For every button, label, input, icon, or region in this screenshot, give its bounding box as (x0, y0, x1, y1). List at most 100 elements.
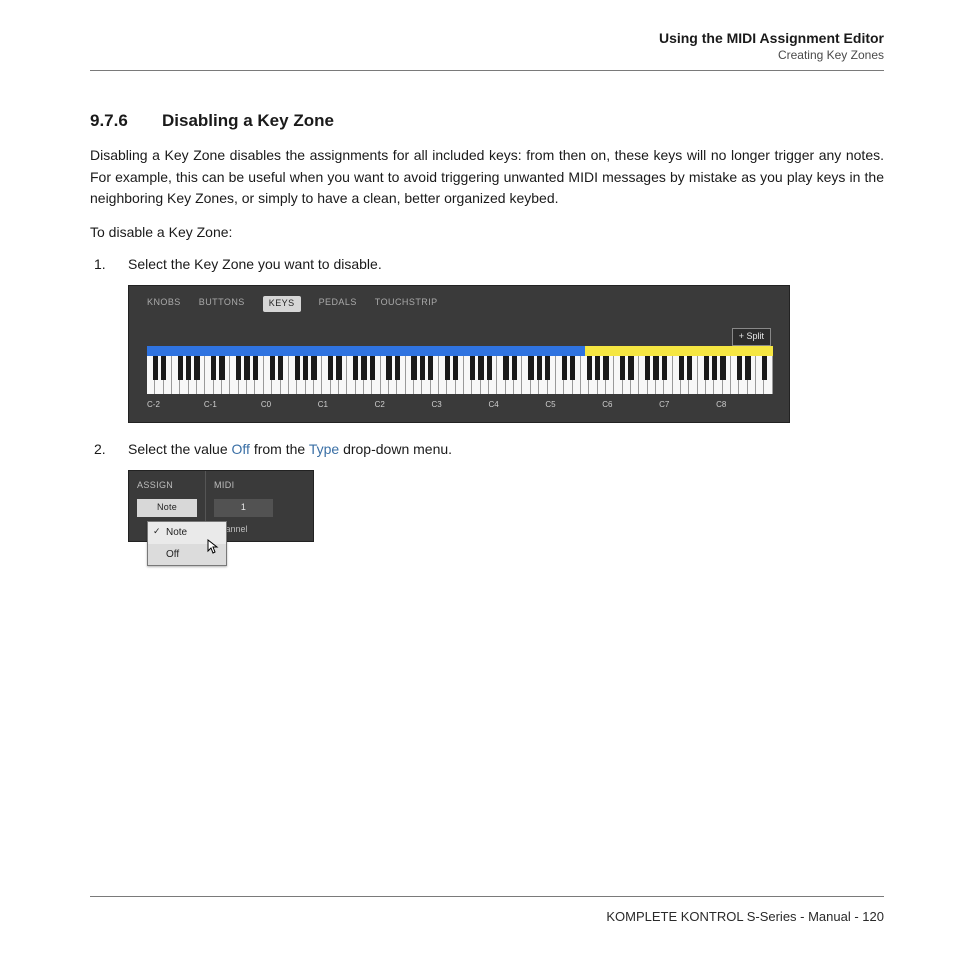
black-key[interactable] (178, 356, 183, 380)
split-button[interactable]: + Split (732, 328, 771, 346)
black-key[interactable] (411, 356, 416, 380)
keyboard-editor-figure: KNOBS BUTTONS KEYS PEDALS TOUCHSTRIP + S… (128, 285, 790, 422)
midi-header: MIDI (214, 479, 273, 493)
label-c0: C0 (261, 399, 318, 411)
black-key[interactable] (679, 356, 684, 380)
black-key[interactable] (503, 356, 508, 380)
step-1-text: Select the Key Zone you want to disable. (128, 256, 382, 272)
footer-rule (90, 896, 884, 897)
black-key[interactable] (253, 356, 258, 380)
step-2: Select the value Off from the Type drop-… (90, 439, 884, 543)
black-key[interactable] (470, 356, 475, 380)
zone-bar[interactable] (147, 346, 773, 356)
black-key[interactable] (737, 356, 742, 380)
black-key[interactable] (211, 356, 216, 380)
black-key[interactable] (395, 356, 400, 380)
keyboard-keys[interactable] (147, 356, 773, 394)
black-key[interactable] (453, 356, 458, 380)
step-2-type: Type (309, 441, 339, 457)
black-key[interactable] (303, 356, 308, 380)
channel-dropdown[interactable]: 1 (214, 499, 273, 517)
black-key[interactable] (311, 356, 316, 380)
black-key[interactable] (762, 356, 767, 380)
label-c2: C2 (375, 399, 432, 411)
type-dropdown[interactable]: Note (137, 499, 197, 517)
black-key[interactable] (704, 356, 709, 380)
tab-buttons[interactable]: BUTTONS (199, 296, 245, 312)
cursor-icon (207, 539, 221, 555)
keyboard-octave-labels: C-2 C-1 C0 C1 C2 C3 C4 C5 C6 C7 C8 (147, 399, 773, 411)
step-2-text-a: Select the value (128, 441, 232, 457)
black-key[interactable] (219, 356, 224, 380)
label-c5: C5 (545, 399, 602, 411)
black-key[interactable] (662, 356, 667, 380)
step-1: Select the Key Zone you want to disable.… (90, 254, 884, 423)
black-key[interactable] (278, 356, 283, 380)
black-key[interactable] (645, 356, 650, 380)
black-key[interactable] (595, 356, 600, 380)
black-key[interactable] (720, 356, 725, 380)
page-footer: KOMPLETE KONTROL S-Series - Manual - 120 (90, 896, 884, 924)
black-key[interactable] (562, 356, 567, 380)
black-key[interactable] (628, 356, 633, 380)
black-key[interactable] (445, 356, 450, 380)
label-c4: C4 (488, 399, 545, 411)
label-c6: C6 (602, 399, 659, 411)
black-key[interactable] (428, 356, 433, 380)
black-key[interactable] (186, 356, 191, 380)
black-key[interactable] (478, 356, 483, 380)
black-key[interactable] (336, 356, 341, 380)
tab-knobs[interactable]: KNOBS (147, 296, 181, 312)
black-key[interactable] (587, 356, 592, 380)
black-key[interactable] (603, 356, 608, 380)
tab-pedals[interactable]: PEDALS (319, 296, 357, 312)
black-key[interactable] (653, 356, 658, 380)
black-key[interactable] (161, 356, 166, 380)
black-key[interactable] (537, 356, 542, 380)
editor-tabs: KNOBS BUTTONS KEYS PEDALS TOUCHSTRIP (129, 286, 789, 318)
black-key[interactable] (545, 356, 550, 380)
black-key[interactable] (620, 356, 625, 380)
assign-panel-figure: ASSIGN Note MIDI 1 Channel Note Off (128, 470, 314, 542)
zone-yellow[interactable] (585, 346, 773, 356)
black-key[interactable] (361, 356, 366, 380)
lead-line: To disable a Key Zone: (90, 222, 884, 244)
black-key[interactable] (570, 356, 575, 380)
black-key[interactable] (487, 356, 492, 380)
label-c8: C8 (716, 399, 773, 411)
black-key[interactable] (353, 356, 358, 380)
black-key[interactable] (386, 356, 391, 380)
black-key[interactable] (244, 356, 249, 380)
assign-header: ASSIGN (137, 479, 197, 493)
step-2-text-b: from the (250, 441, 309, 457)
zone-blue[interactable] (147, 346, 585, 356)
black-key[interactable] (528, 356, 533, 380)
header-rule (90, 70, 884, 71)
black-key[interactable] (328, 356, 333, 380)
tab-touchstrip[interactable]: TOUCHSTRIP (375, 296, 438, 312)
black-key[interactable] (236, 356, 241, 380)
black-key[interactable] (745, 356, 750, 380)
black-key[interactable] (512, 356, 517, 380)
black-key[interactable] (712, 356, 717, 380)
label-c-1: C-1 (204, 399, 261, 411)
black-key[interactable] (420, 356, 425, 380)
black-key[interactable] (687, 356, 692, 380)
label-c1: C1 (318, 399, 375, 411)
header-subtitle: Creating Key Zones (90, 48, 884, 62)
black-key[interactable] (194, 356, 199, 380)
black-key[interactable] (295, 356, 300, 380)
black-key[interactable] (370, 356, 375, 380)
step-2-off: Off (232, 441, 250, 457)
section-title: Disabling a Key Zone (162, 111, 334, 130)
black-key[interactable] (153, 356, 158, 380)
label-c7: C7 (659, 399, 716, 411)
page-header: Using the MIDI Assignment Editor Creatin… (90, 30, 884, 62)
steps-list: Select the Key Zone you want to disable.… (90, 254, 884, 542)
tab-keys[interactable]: KEYS (263, 296, 301, 312)
section-heading: 9.7.6Disabling a Key Zone (90, 111, 884, 131)
black-key[interactable] (270, 356, 275, 380)
label-c3: C3 (432, 399, 489, 411)
footer-text: KOMPLETE KONTROL S-Series - Manual - 120 (90, 909, 884, 924)
label-c-2: C-2 (147, 399, 204, 411)
